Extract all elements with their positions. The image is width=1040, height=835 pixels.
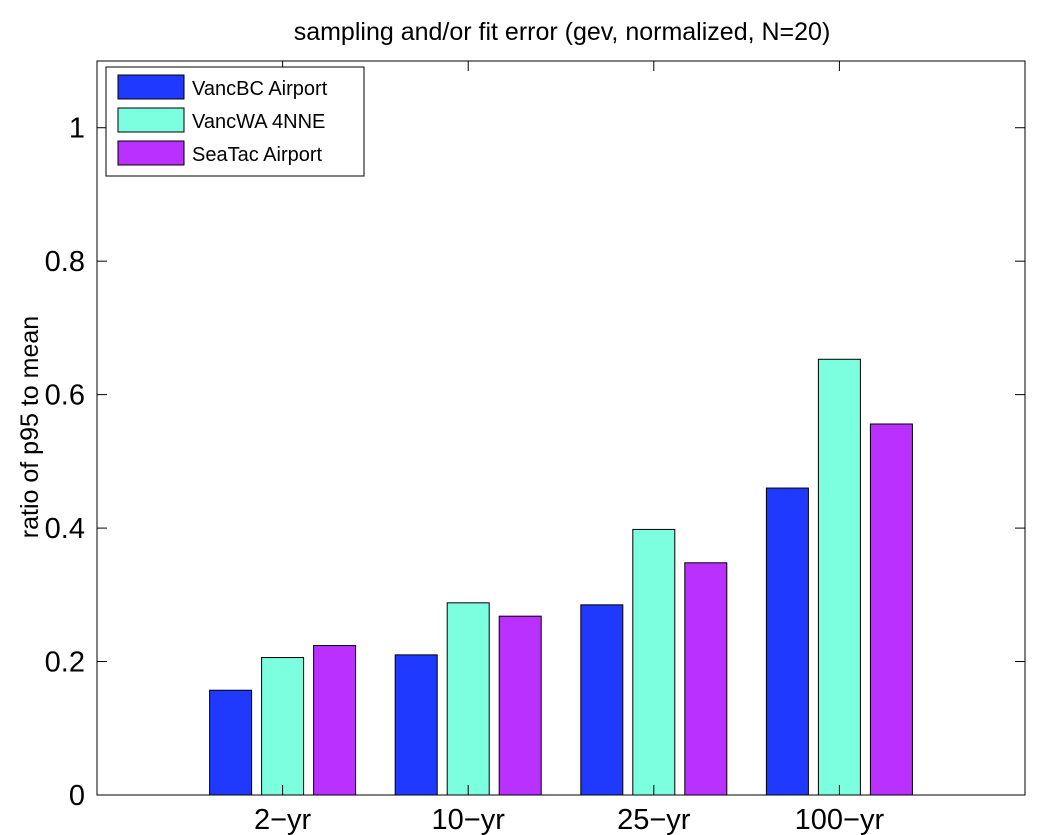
axis-ticks: 2−yr 10−yr 25−yr 100−yr 0 0.2 0.4 0.6 0.8 1 xyxy=(45,61,1025,835)
bar-2-2 xyxy=(684,562,728,796)
legend-swatch-0 xyxy=(117,74,185,100)
bar-2-1 xyxy=(632,528,676,796)
y-tick-label: 0.4 xyxy=(45,513,85,545)
legend-label: SeaTac Airport xyxy=(192,144,323,166)
legend-swatch-1 xyxy=(117,107,185,133)
bar-2-0 xyxy=(580,604,624,796)
y-axis-label: ratio of p95 to mean xyxy=(16,316,44,538)
y-tick-label: 0 xyxy=(69,780,85,812)
bar-3-0 xyxy=(765,487,809,796)
x-tick-label: 10−yr xyxy=(432,804,506,835)
bar-1-0 xyxy=(394,654,438,796)
bar-0-1 xyxy=(261,657,305,796)
legend-swatch-2 xyxy=(117,140,185,166)
bar-3-2 xyxy=(869,423,913,796)
y-tick-label: 0.6 xyxy=(45,380,85,412)
y-tick-label: 1 xyxy=(69,113,85,145)
bar-3-1 xyxy=(817,358,861,796)
bar-0-0 xyxy=(209,689,253,796)
bar-1-2 xyxy=(498,615,542,796)
x-tick-label: 100−yr xyxy=(795,804,885,835)
bar-0-2 xyxy=(313,645,357,796)
x-tick-label: 25−yr xyxy=(617,804,691,835)
y-tick-label: 0.2 xyxy=(45,647,85,679)
plot-area-frame xyxy=(96,60,1026,796)
bars-layer xyxy=(209,358,913,796)
legend-label: VancWA 4NNE xyxy=(192,111,325,133)
bar-1-1 xyxy=(446,602,490,796)
legend: VancBC Airport VancWA 4NNE SeaTac Airport xyxy=(105,66,365,177)
y-tick-label: 0.8 xyxy=(45,246,85,278)
x-tick-label: 2−yr xyxy=(254,804,312,835)
chart-title: sampling and/or fit error (gev, normaliz… xyxy=(294,18,831,46)
legend-label: VancBC Airport xyxy=(192,78,328,100)
